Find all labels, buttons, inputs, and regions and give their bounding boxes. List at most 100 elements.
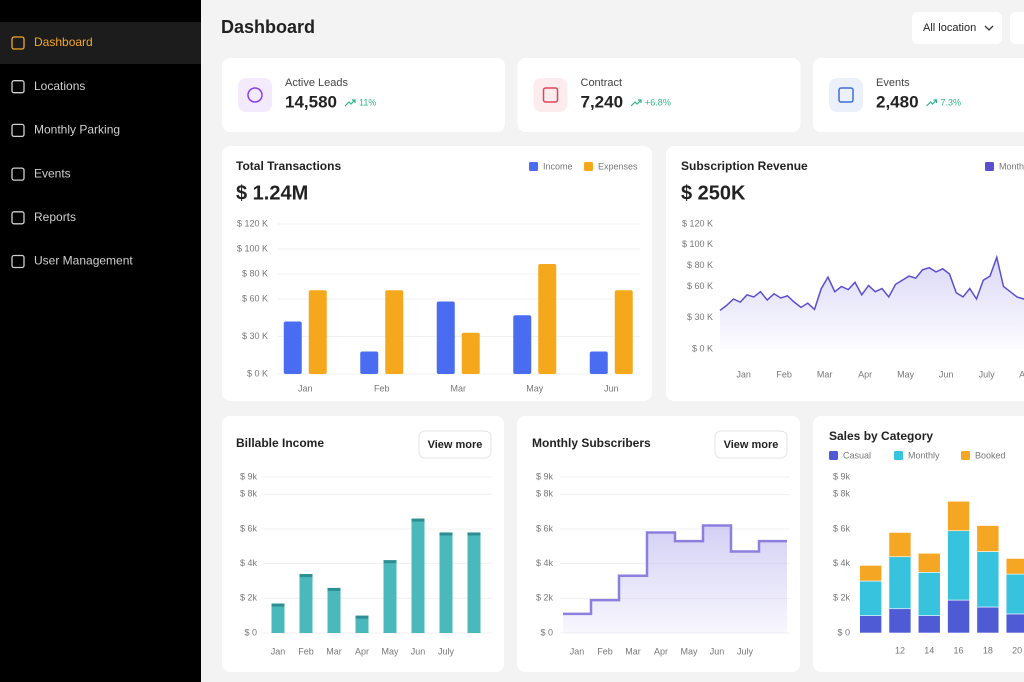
y-tick-label: $ 8k	[536, 489, 554, 499]
x-tick-label: Feb	[776, 369, 792, 379]
y-tick-label: $ 8k	[240, 489, 258, 499]
bar-cap	[299, 574, 313, 578]
stat-label: Contract	[581, 77, 623, 89]
stat-value: 2,480	[876, 92, 919, 111]
stat-icon-bg	[238, 78, 272, 112]
x-tick-label: July	[979, 369, 996, 379]
x-tick-label: Mar	[625, 646, 641, 656]
y-tick-label: $ 2k	[833, 593, 851, 603]
x-tick-label: Apr	[355, 646, 369, 656]
nav-item[interactable]: Dashboard	[34, 35, 93, 49]
dropdown-label[interactable]: All location	[923, 22, 976, 34]
y-tick-label: $ 0	[837, 627, 850, 637]
bar-cap	[271, 603, 285, 607]
view-more-label[interactable]: View more	[428, 439, 483, 451]
legend-swatch	[961, 451, 970, 460]
bar-segment	[859, 615, 882, 634]
chart-title: Subscription Revenue	[681, 159, 808, 173]
bar	[461, 332, 480, 374]
bar-cap	[327, 587, 341, 591]
nav-icon[interactable]	[11, 36, 25, 50]
nav-item[interactable]: Events	[34, 166, 71, 180]
nav-icon[interactable]	[11, 80, 25, 94]
chart-title: Sales by Category	[829, 429, 933, 443]
legend-label: Monthly	[999, 161, 1024, 171]
trend-arrow	[926, 99, 938, 107]
bar	[271, 603, 285, 633]
nav-icon[interactable]	[11, 123, 25, 138]
x-tick-label: Jan	[298, 383, 313, 393]
x-tick-label: Feb	[374, 383, 390, 393]
y-tick-label: $ 9k	[536, 471, 554, 481]
dropdown[interactable]	[912, 12, 1002, 44]
nav-item[interactable]: User Management	[34, 254, 133, 268]
x-tick-label: Mar	[817, 369, 833, 379]
bar-segment	[947, 530, 970, 601]
y-tick-label: $ 6k	[833, 523, 851, 533]
bar	[299, 574, 313, 633]
stat-icon	[542, 87, 559, 103]
bar	[411, 518, 425, 633]
y-tick-label: $ 0 K	[247, 368, 268, 378]
nav-item[interactable]: Locations	[34, 79, 85, 93]
bar-segment	[917, 572, 941, 616]
x-tick-label: July	[737, 646, 754, 656]
y-tick-label: $ 2k	[240, 593, 258, 603]
x-tick-label: May	[680, 646, 698, 656]
stat-change: 11%	[359, 97, 376, 107]
x-tick-label: Jun	[604, 383, 619, 393]
chart-headline: $ 250K	[681, 182, 746, 204]
stat-label: Events	[876, 77, 910, 89]
y-tick-label: $ 4k	[536, 558, 554, 568]
bar-cap	[439, 532, 453, 536]
x-tick-label: Jun	[710, 646, 725, 656]
nav-item[interactable]: Monthly Parking	[34, 123, 120, 137]
stat-icon	[247, 87, 263, 103]
legend-swatch	[584, 162, 593, 171]
bar-cap	[467, 532, 481, 536]
dropdown-2[interactable]	[1010, 12, 1024, 44]
nav-icon[interactable]	[11, 254, 25, 269]
y-tick-label: $ 0	[540, 627, 553, 637]
bar-segment	[888, 556, 912, 610]
x-tick-label: Jan	[736, 369, 751, 379]
y-tick-label: $ 120 K	[682, 218, 713, 228]
bar-segment	[917, 552, 941, 573]
sidebar	[0, 0, 201, 682]
legend-swatch	[829, 451, 838, 460]
bar	[467, 532, 481, 633]
chart-card	[222, 416, 504, 672]
nav-active-bg	[0, 22, 201, 64]
x-tick-label: May	[526, 383, 544, 393]
bar-segment	[1005, 558, 1024, 575]
x-tick-label: Jan	[570, 646, 585, 656]
y-tick-label: $ 4k	[833, 558, 851, 568]
view-more-label[interactable]: View more	[724, 439, 779, 451]
x-tick-label: Jun	[939, 369, 954, 379]
legend-label: Expenses	[598, 161, 638, 171]
location-filter[interactable]: All location	[912, 12, 1002, 44]
page-title: Dashboard	[221, 17, 315, 37]
bar-segment	[947, 599, 970, 634]
bar-segment	[859, 580, 882, 616]
legend-label: Booked	[975, 450, 1006, 460]
bar	[383, 560, 397, 633]
y-tick-label: $ 120 K	[237, 218, 268, 228]
view-more-button[interactable]	[418, 430, 492, 459]
line	[719, 254, 1024, 312]
y-tick-label: $ 80 K	[242, 268, 268, 278]
legend-swatch	[894, 451, 903, 460]
bar-cap	[383, 560, 397, 564]
nav-icon[interactable]	[11, 167, 25, 181]
y-tick-label: $ 9k	[240, 471, 258, 481]
stat-card	[813, 58, 1024, 132]
trend-arrow	[344, 99, 356, 107]
stat-icon	[838, 87, 854, 103]
bar-cap	[355, 615, 369, 619]
view-more-button[interactable]	[714, 430, 788, 459]
nav-icon[interactable]	[11, 211, 25, 225]
nav-item[interactable]: Reports	[34, 210, 76, 224]
trend-arrow	[630, 99, 642, 107]
legend-label: Monthly	[908, 450, 940, 460]
